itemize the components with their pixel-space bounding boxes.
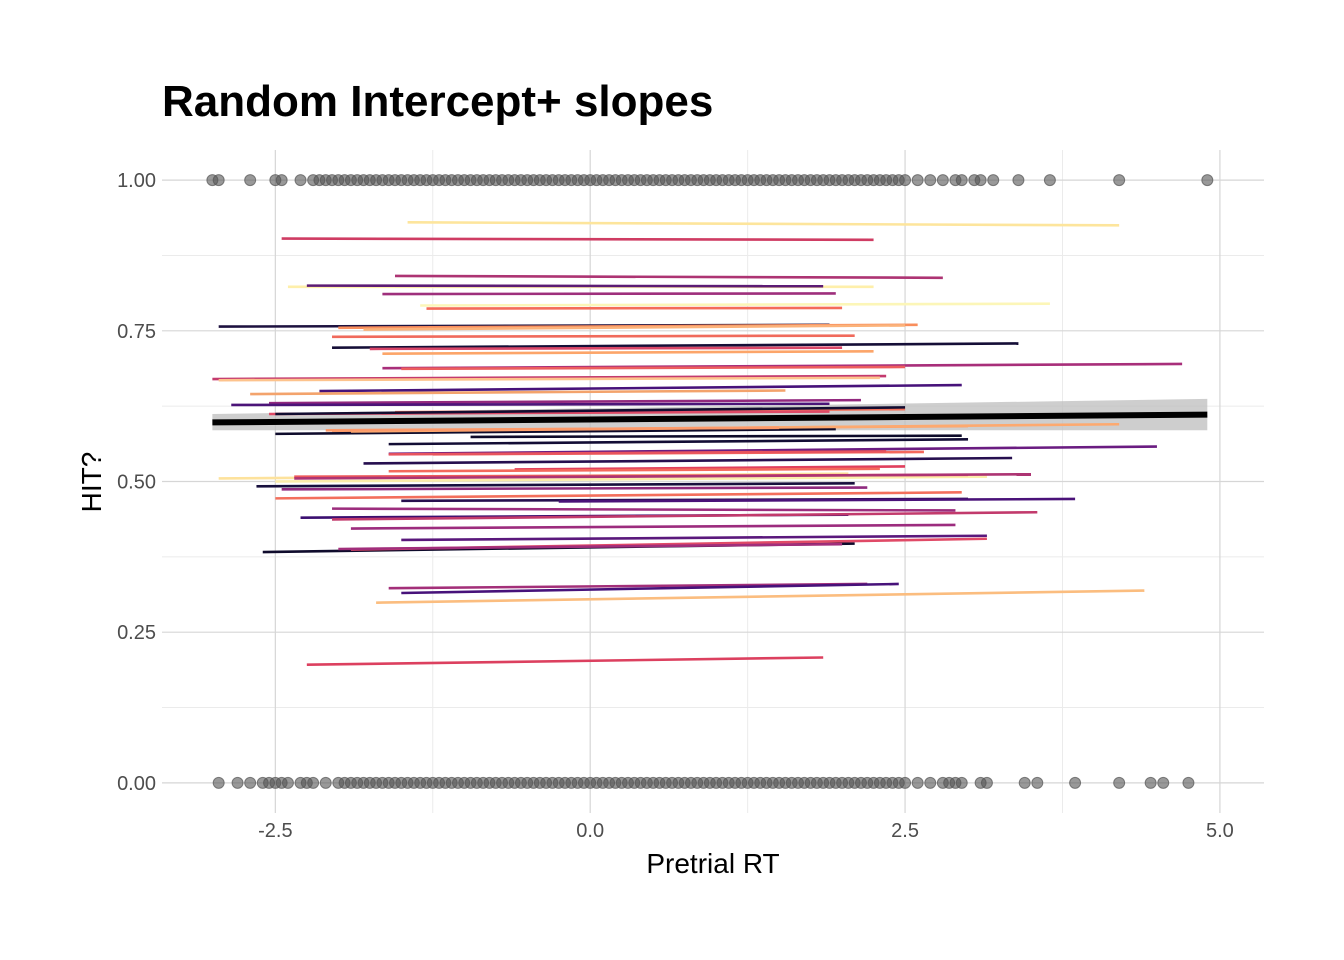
- data-point: [936, 174, 949, 187]
- data-point: [1144, 776, 1157, 789]
- random-effect-line: [269, 398, 861, 405]
- data-point: [1157, 776, 1170, 789]
- random-effect-line: [426, 306, 843, 310]
- data-point: [1018, 776, 1031, 789]
- data-point: [1012, 174, 1025, 187]
- random-effect-line: [325, 426, 780, 432]
- data-point: [980, 776, 993, 789]
- data-point: [899, 776, 912, 789]
- random-effect-line: [363, 456, 1013, 465]
- random-effect-line: [407, 221, 1120, 227]
- data-point: [1031, 776, 1044, 789]
- y-tick-label: 0.00: [117, 773, 156, 795]
- data-points: [206, 174, 1214, 789]
- random-effect-line: [363, 324, 906, 331]
- random-effect-line: [332, 334, 855, 339]
- random-effect-line: [376, 589, 1145, 604]
- random-effect-line: [388, 450, 887, 456]
- random-effect-line: [281, 486, 868, 491]
- data-point: [911, 776, 924, 789]
- random-effect-line: [338, 542, 843, 551]
- random-effect-line: [332, 510, 1038, 521]
- data-point: [319, 776, 332, 789]
- random-effect-line: [294, 472, 1032, 480]
- data-point: [307, 776, 320, 789]
- data-point: [955, 776, 968, 789]
- data-point: [924, 776, 937, 789]
- random-effect-line: [401, 534, 987, 542]
- data-point: [1113, 776, 1126, 789]
- random-effect-line: [332, 342, 1019, 349]
- data-point: [231, 776, 244, 789]
- random-effect-line: [401, 582, 899, 595]
- fixed-effect-line-group: [212, 411, 1208, 426]
- x-axis-title: Pretrial RT: [646, 848, 779, 879]
- random-effect-line: [382, 350, 874, 356]
- data-point: [955, 174, 968, 187]
- y-tick-label: 0.25: [117, 622, 156, 644]
- y-tick-labels: 0.00 0.25 0.50 0.75 1.00: [117, 170, 156, 795]
- data-point: [1043, 174, 1056, 187]
- y-axis-title: HIT?: [76, 452, 107, 513]
- y-tick-label: 1.00: [117, 170, 156, 192]
- random-effect-line: [306, 284, 824, 288]
- data-point: [1113, 174, 1126, 187]
- random-effect-line: [250, 389, 786, 396]
- data-point: [244, 174, 257, 187]
- random-effect-line: [382, 292, 836, 296]
- random-effect-line: [388, 582, 868, 590]
- random-effect-line: [275, 427, 836, 436]
- random-effect-line: [420, 302, 1050, 307]
- random-effect-line: [369, 346, 843, 351]
- random-effect-line: [275, 406, 906, 416]
- data-point: [987, 174, 1000, 187]
- data-point: [1201, 174, 1214, 187]
- y-tick-label: 0.50: [117, 472, 156, 494]
- random-effect-line: [218, 376, 880, 382]
- random-effect-line: [332, 507, 956, 512]
- random-effect-line: [388, 467, 880, 473]
- random-effect-line: [256, 482, 855, 488]
- random-effect-line: [394, 274, 943, 280]
- x-tick-label: 5.0: [1206, 820, 1234, 842]
- data-point: [275, 174, 288, 187]
- x-tick-label: 2.5: [891, 820, 919, 842]
- data-point: [281, 776, 294, 789]
- random-effect-line: [212, 374, 887, 381]
- data-point: [212, 776, 225, 789]
- data-point: [899, 174, 912, 187]
- random-effect-line: [306, 656, 824, 667]
- random-effect-line: [388, 438, 969, 446]
- random-effect-line: [275, 475, 987, 483]
- data-point: [212, 174, 225, 187]
- data-point: [924, 174, 937, 187]
- random-effect-line: [281, 237, 874, 242]
- x-tick-labels: -2.5 0.0 2.5 5.0: [258, 820, 1234, 842]
- random-effect-line: [401, 365, 906, 371]
- data-point: [974, 174, 987, 187]
- random-effect-line: [231, 402, 830, 407]
- data-point: [1069, 776, 1082, 789]
- x-tick-label: -2.5: [258, 820, 292, 842]
- x-tick-label: 0.0: [576, 820, 604, 842]
- random-effect-line: [470, 434, 962, 439]
- random-effect-line: [350, 523, 956, 530]
- y-tick-label: 0.75: [117, 321, 156, 343]
- chart-title: Random Intercept+ slopes: [162, 77, 713, 126]
- data-point: [294, 174, 307, 187]
- fixed-effect-line: [212, 411, 1208, 426]
- random-effect-line: [558, 497, 1076, 503]
- random-effect-line: [514, 465, 906, 471]
- data-point: [244, 776, 257, 789]
- data-point: [1182, 776, 1195, 789]
- data-point: [911, 174, 924, 187]
- random-effect-line: [319, 383, 962, 393]
- random-effect-lines: [212, 221, 1183, 667]
- random-effect-line: [275, 491, 962, 500]
